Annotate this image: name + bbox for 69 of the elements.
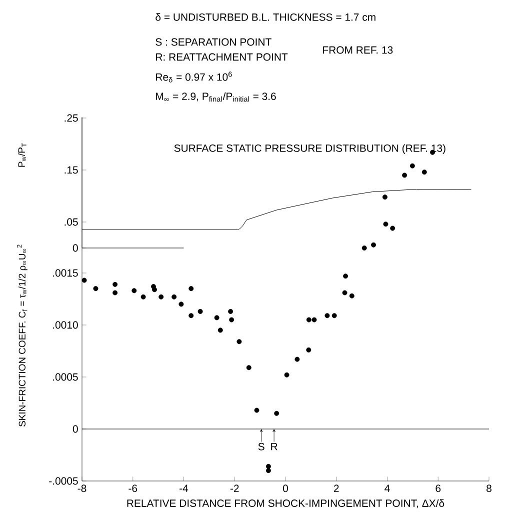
point (229, 317, 234, 322)
x-tick-label: 2 (334, 484, 339, 492)
annotation: S (258, 442, 264, 450)
y-tick-label: 0 (72, 425, 78, 433)
point (383, 222, 388, 227)
point (342, 290, 348, 296)
point (274, 410, 280, 416)
point (382, 194, 388, 200)
text: δ = UNDISTURBED B.L. THICKNESS = 1.7 cm (156, 13, 376, 21)
text: M$_{∞}$ = 2.9, P$_{final}$/P$_{initial}$ = 3.6 (156, 92, 276, 102)
point (93, 286, 98, 292)
y-tick-label: .05 (64, 218, 78, 226)
point (188, 313, 194, 318)
point (284, 372, 290, 378)
point (218, 328, 223, 333)
point (306, 317, 312, 322)
point (410, 163, 415, 168)
text: R: REATTACHMENT POINT (156, 53, 288, 61)
y-tick-label: -.0005 (49, 477, 78, 485)
point (343, 274, 348, 279)
point (112, 290, 118, 296)
y-tick-label: .0010 (53, 321, 78, 329)
x-axis-title: RELATIVE DISTANCE FROM SHOCK-IMPINGEMENT POINT, ΔX/δ (127, 499, 444, 508)
x-tick-label: -8 (78, 484, 86, 492)
text: Re$_{δ}$ = 0.97 x 10$^{6}$ (156, 72, 232, 82)
point (266, 464, 271, 469)
y-tick-label: .0015 (53, 269, 78, 277)
point (198, 308, 203, 314)
point (349, 293, 354, 298)
y-axis-title: P$_{w}$/P$_{T}$ (18, 143, 26, 167)
point (371, 242, 376, 248)
annotation: R (271, 442, 278, 450)
y-tick-label: .15 (64, 166, 78, 174)
point (228, 308, 234, 314)
point (188, 286, 194, 292)
text: FROM REF. 13 (323, 46, 393, 54)
point (294, 356, 300, 362)
point (390, 226, 396, 231)
x-tick-label: 0 (282, 484, 288, 492)
point (178, 302, 184, 307)
point (236, 339, 242, 344)
x-tick-label: -4 (180, 484, 188, 492)
point (402, 172, 408, 178)
point (422, 170, 427, 175)
y-tick-label: .0005 (53, 373, 78, 381)
point (112, 282, 118, 287)
point (332, 313, 337, 318)
x-tick-label: -6 (128, 484, 138, 492)
x-tick-label: 4 (384, 484, 390, 492)
y-tick-label: 0 (72, 244, 78, 252)
x-tick-label: -2 (230, 484, 239, 492)
point (158, 294, 164, 300)
point (214, 315, 220, 320)
point (152, 287, 157, 292)
point (172, 294, 177, 300)
point (82, 278, 87, 283)
point (140, 294, 146, 300)
point (246, 365, 252, 370)
y-tick-label: .25 (64, 114, 78, 122)
point (312, 317, 317, 322)
point (324, 313, 330, 318)
text: S : SEPARATION POINT (156, 38, 272, 46)
point (132, 288, 137, 294)
point (254, 408, 260, 413)
point (306, 347, 312, 352)
point (362, 246, 367, 251)
point (266, 468, 271, 474)
x-tick-label: 6 (436, 484, 441, 492)
x-tick-label: 8 (486, 484, 492, 492)
